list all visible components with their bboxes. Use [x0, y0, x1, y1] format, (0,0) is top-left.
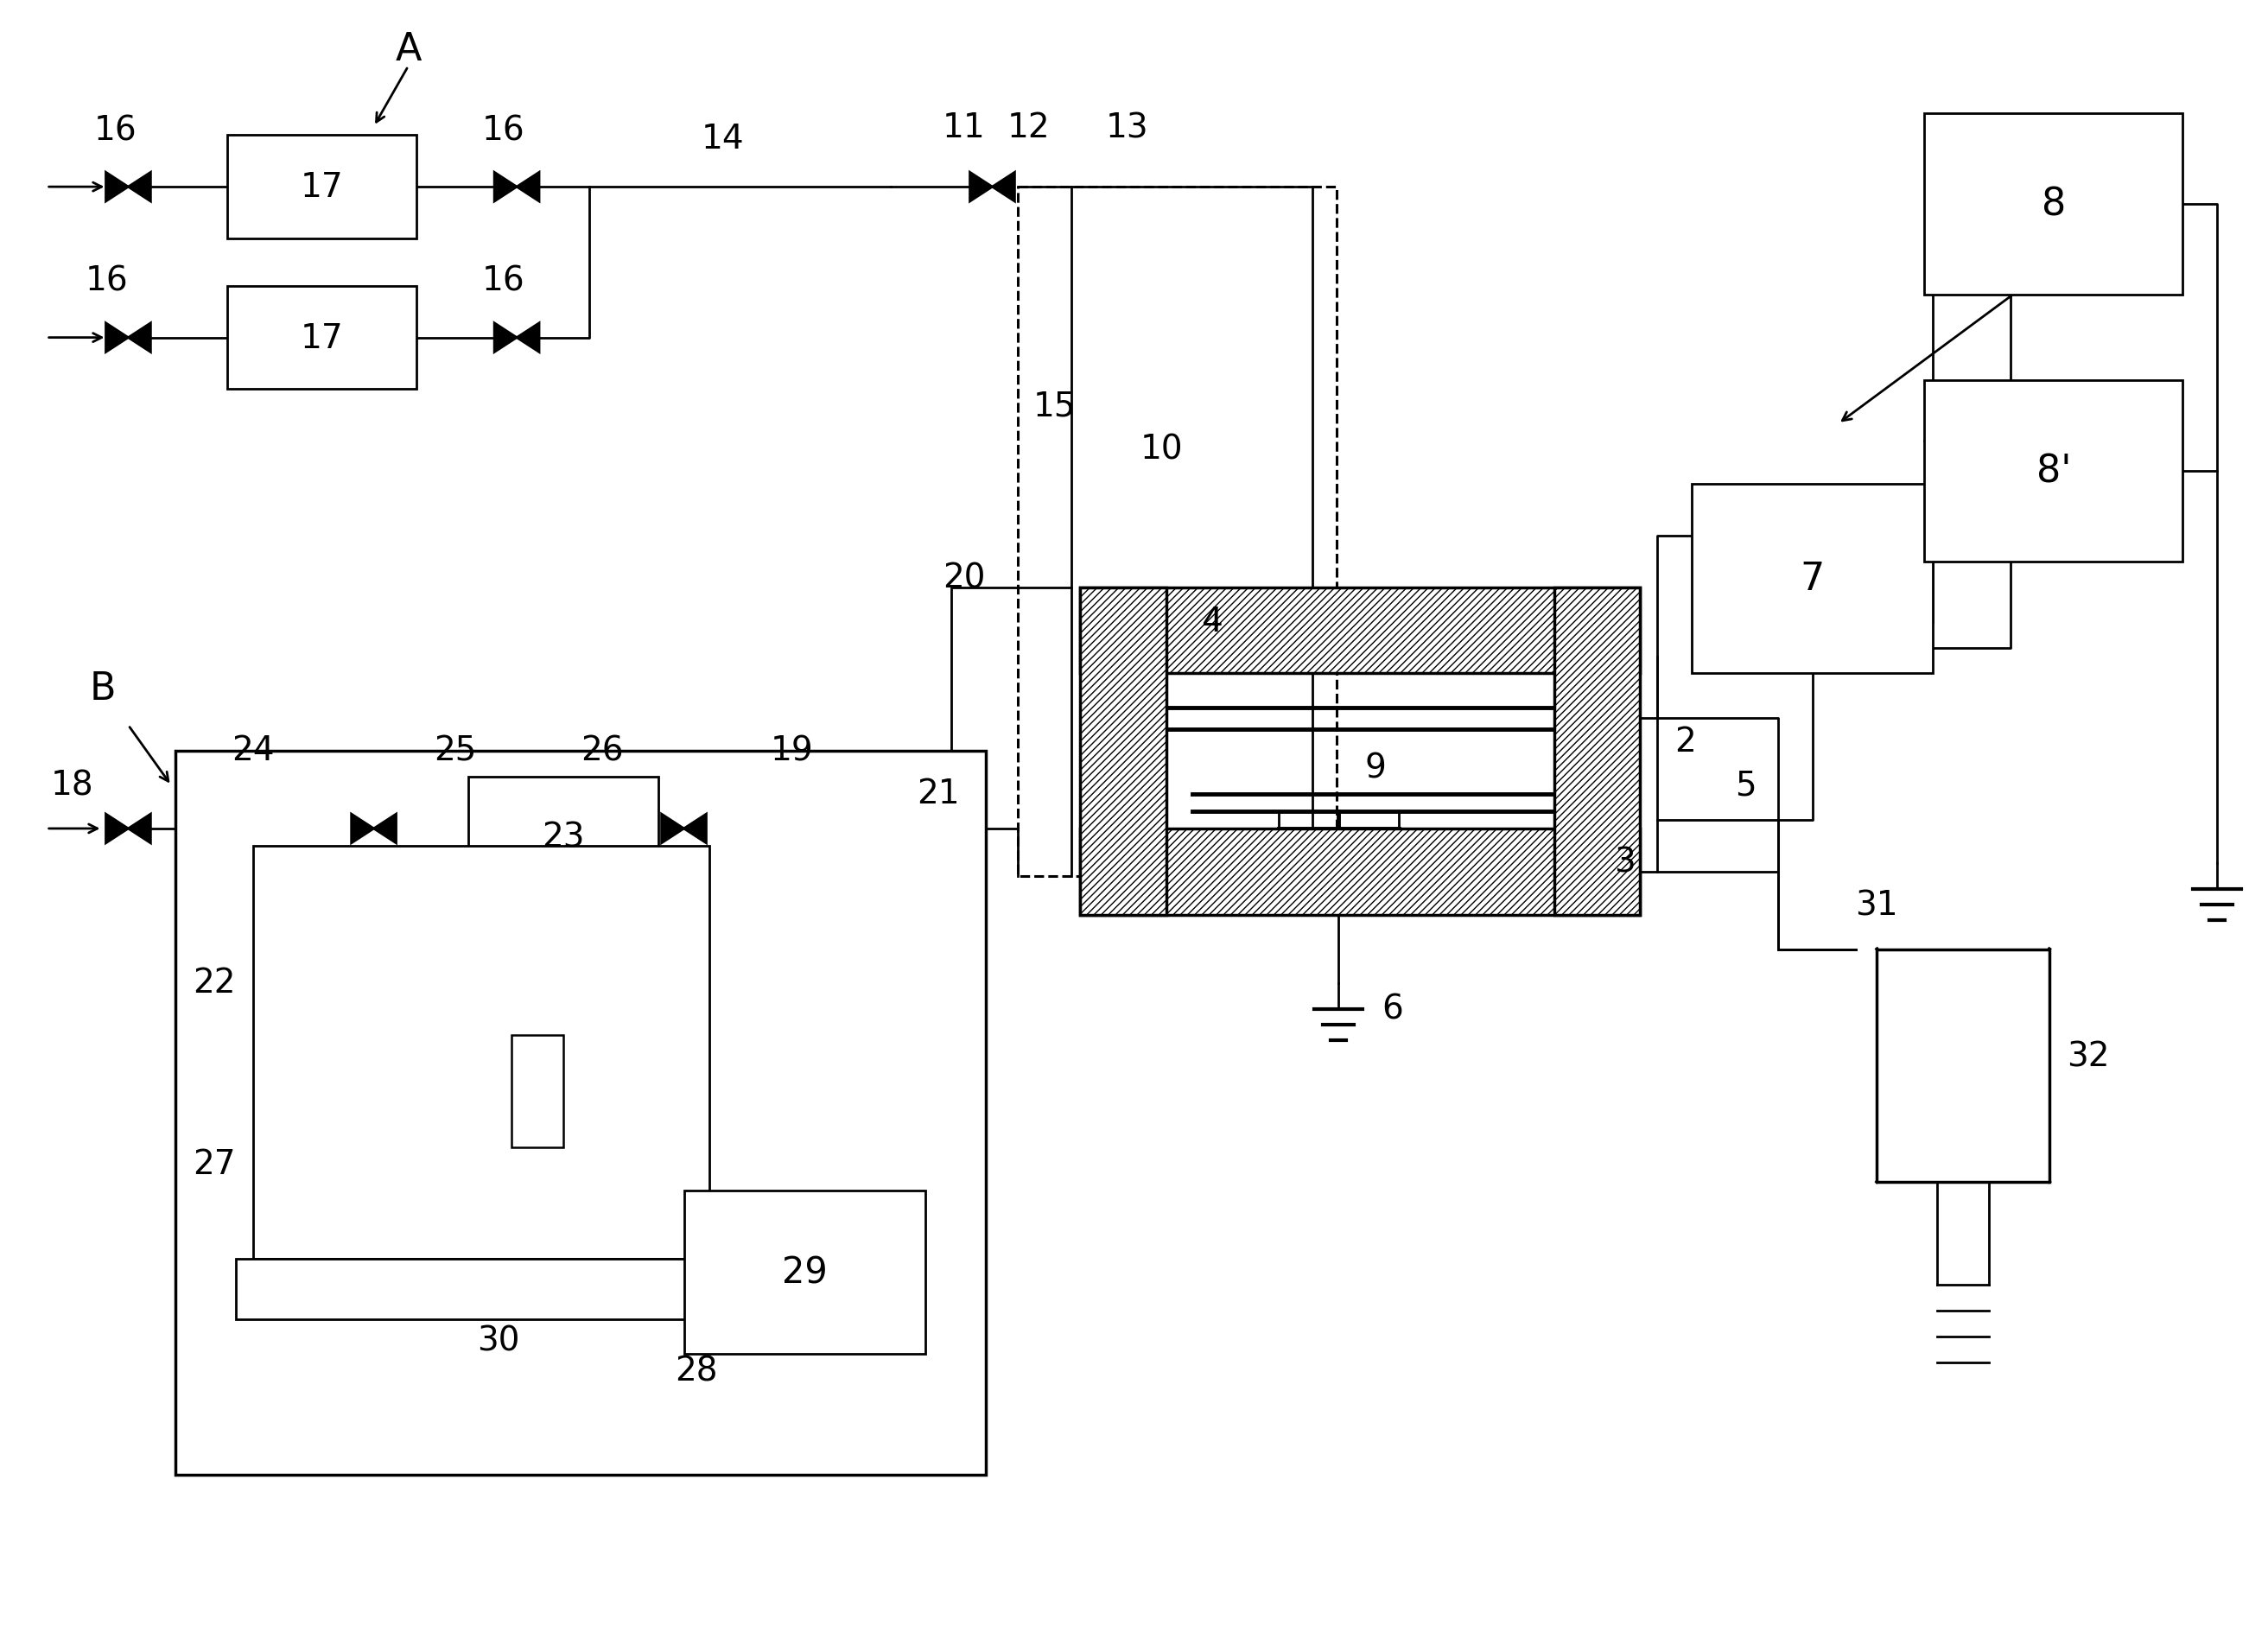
Polygon shape — [107, 814, 129, 844]
Polygon shape — [352, 814, 374, 844]
Bar — [685, 1190, 925, 1355]
Text: 26: 26 — [581, 734, 624, 767]
Text: 31: 31 — [1855, 889, 1898, 922]
Text: 21: 21 — [916, 777, 959, 809]
Text: 5: 5 — [1735, 769, 1755, 801]
Polygon shape — [662, 814, 685, 844]
Text: 8': 8' — [2037, 454, 2071, 490]
Text: 17: 17 — [302, 322, 342, 354]
Text: 16: 16 — [481, 114, 524, 147]
Polygon shape — [685, 814, 705, 844]
Text: 3: 3 — [1615, 845, 1635, 880]
Text: 27: 27 — [193, 1147, 236, 1180]
Polygon shape — [971, 173, 993, 202]
Text: 29: 29 — [782, 1253, 828, 1291]
Bar — [1923, 114, 2182, 295]
Text: 19: 19 — [771, 734, 812, 767]
Polygon shape — [374, 814, 397, 844]
Text: 11: 11 — [941, 111, 984, 145]
Text: 23: 23 — [542, 821, 585, 854]
Text: A: A — [395, 31, 422, 69]
Polygon shape — [129, 173, 150, 202]
Bar — [469, 777, 658, 898]
Text: 20: 20 — [941, 561, 984, 594]
Text: 16: 16 — [86, 264, 129, 297]
Text: 15: 15 — [1032, 390, 1075, 423]
Bar — [175, 751, 984, 1475]
Bar — [513, 1036, 562, 1147]
Bar — [1878, 950, 2050, 1182]
Bar — [227, 135, 417, 240]
Text: 25: 25 — [433, 734, 476, 767]
Text: 7: 7 — [1801, 561, 1823, 597]
Bar — [236, 1260, 735, 1320]
Text: 28: 28 — [676, 1355, 719, 1387]
Text: 16: 16 — [481, 264, 524, 297]
Polygon shape — [129, 323, 150, 353]
Text: 9: 9 — [1365, 751, 1386, 783]
Polygon shape — [517, 323, 540, 353]
Text: 8: 8 — [2041, 186, 2066, 224]
Polygon shape — [517, 173, 540, 202]
Text: 16: 16 — [93, 114, 136, 147]
Bar — [227, 287, 417, 390]
Text: 6: 6 — [1381, 992, 1404, 1025]
Text: B: B — [88, 671, 116, 708]
Bar — [254, 845, 710, 1260]
Text: 14: 14 — [701, 122, 744, 155]
Text: 12: 12 — [1007, 111, 1050, 145]
Bar — [1692, 485, 1932, 674]
Text: 13: 13 — [1107, 111, 1150, 145]
Text: 17: 17 — [302, 171, 342, 204]
Polygon shape — [993, 173, 1014, 202]
Bar — [1080, 588, 1640, 674]
Polygon shape — [494, 323, 517, 353]
Polygon shape — [107, 323, 129, 353]
Text: 18: 18 — [50, 769, 93, 801]
Bar — [1554, 588, 1640, 916]
Bar — [1080, 588, 1166, 916]
Polygon shape — [129, 814, 150, 844]
Text: 2: 2 — [1674, 726, 1696, 759]
Text: 22: 22 — [193, 966, 236, 999]
Polygon shape — [107, 173, 129, 202]
Text: 32: 32 — [2066, 1040, 2109, 1072]
Text: 30: 30 — [476, 1324, 519, 1356]
Polygon shape — [494, 173, 517, 202]
Text: 24: 24 — [231, 734, 274, 767]
Bar — [1018, 188, 1336, 876]
Bar — [1080, 829, 1640, 916]
Text: 1: 1 — [2053, 230, 2075, 263]
Text: 10: 10 — [1141, 432, 1184, 465]
Text: 4: 4 — [1200, 605, 1222, 638]
Bar — [1923, 382, 2182, 561]
